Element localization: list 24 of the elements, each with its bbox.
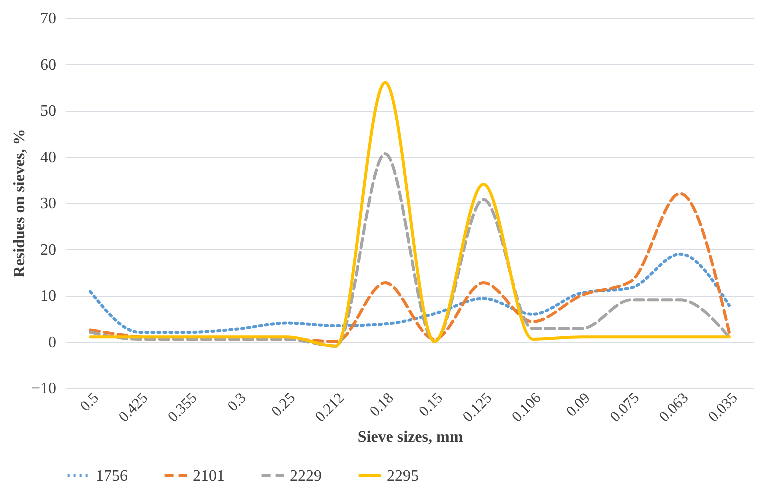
y-tick-label: 20 [40,242,56,259]
line-series [89,252,731,334]
line-series [89,152,731,348]
x-tick-label: 0.18 [367,390,398,420]
legend-label: 1756 [96,468,128,485]
y-tick-label: 60 [40,56,56,74]
y-tick-label: 70 [40,10,56,28]
legend-label: 2101 [193,468,225,485]
y-tick-label: −10 [31,380,56,398]
x-tick-label: 0.15 [416,390,446,420]
x-axis-title: Sieve sizes, mm [358,428,464,446]
y-tick-label: 10 [40,288,56,305]
x-tick-label: 0.3 [225,390,250,416]
y-axis-title: Residues on sieves, % [11,129,28,278]
x-tick-label: 0.09 [564,390,594,420]
x-tick-label: 0.25 [269,390,299,420]
x-tick-label: 0.5 [78,390,102,416]
line-series [89,81,731,348]
y-tick-label: 50 [40,103,56,120]
y-tick-label: 40 [40,149,56,166]
legend-label: 2295 [387,468,419,485]
y-tick-label: 0 [48,334,56,352]
legend-label: 2229 [290,468,322,485]
y-tick-label: 30 [40,196,56,212]
